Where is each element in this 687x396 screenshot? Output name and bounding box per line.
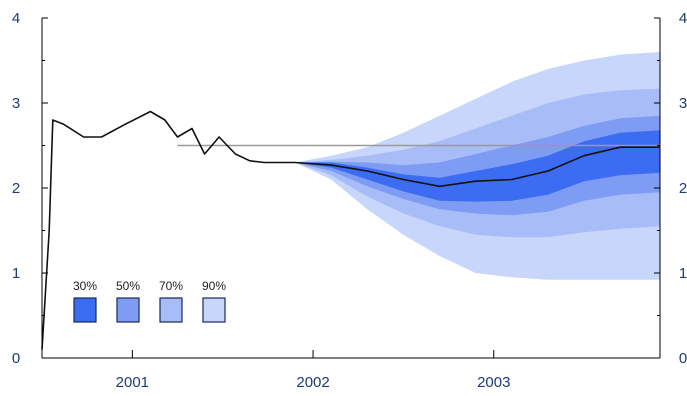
fan-bands [295, 52, 660, 280]
x-tick-label: 2001 [116, 374, 149, 391]
axes: 0 0 1 1 2 2 3 3 4 4 2001 2002 2003 [12, 10, 687, 391]
y-tick-label-right: 2 [679, 180, 687, 197]
legend-swatch-90pct [202, 297, 226, 323]
legend-swatch-50pct [116, 297, 140, 323]
band-50pct [295, 115, 660, 216]
y-tick-label-right: 1 [679, 265, 687, 282]
y-tick-label-left: 4 [12, 10, 20, 27]
x-tick-label: 2002 [296, 374, 329, 391]
history-line [41, 110, 295, 350]
legend-swatch-70pct [159, 297, 183, 323]
x-tick-label: 2003 [477, 374, 510, 391]
legend-swatch-30pct [73, 297, 97, 323]
y-tick-label-left: 3 [12, 95, 20, 112]
band-30pct [295, 130, 660, 202]
central-projection-line [294, 146, 660, 188]
legend-label: 90% [202, 279, 226, 293]
legend-label: 30% [73, 279, 97, 293]
y-tick-label-left: 2 [12, 180, 20, 197]
y-tick-label-right: 4 [679, 10, 687, 27]
y-tick-label-right: 0 [679, 350, 687, 367]
series-lines [41, 110, 660, 350]
legend: 30% 50% 70% 90% [73, 279, 226, 323]
y-tick-label-left: 1 [12, 265, 20, 282]
y-tick-label-left: 0 [12, 350, 20, 367]
legend-label: 50% [116, 279, 140, 293]
y-tick-label-right: 3 [679, 95, 687, 112]
legend-label: 70% [159, 279, 183, 293]
